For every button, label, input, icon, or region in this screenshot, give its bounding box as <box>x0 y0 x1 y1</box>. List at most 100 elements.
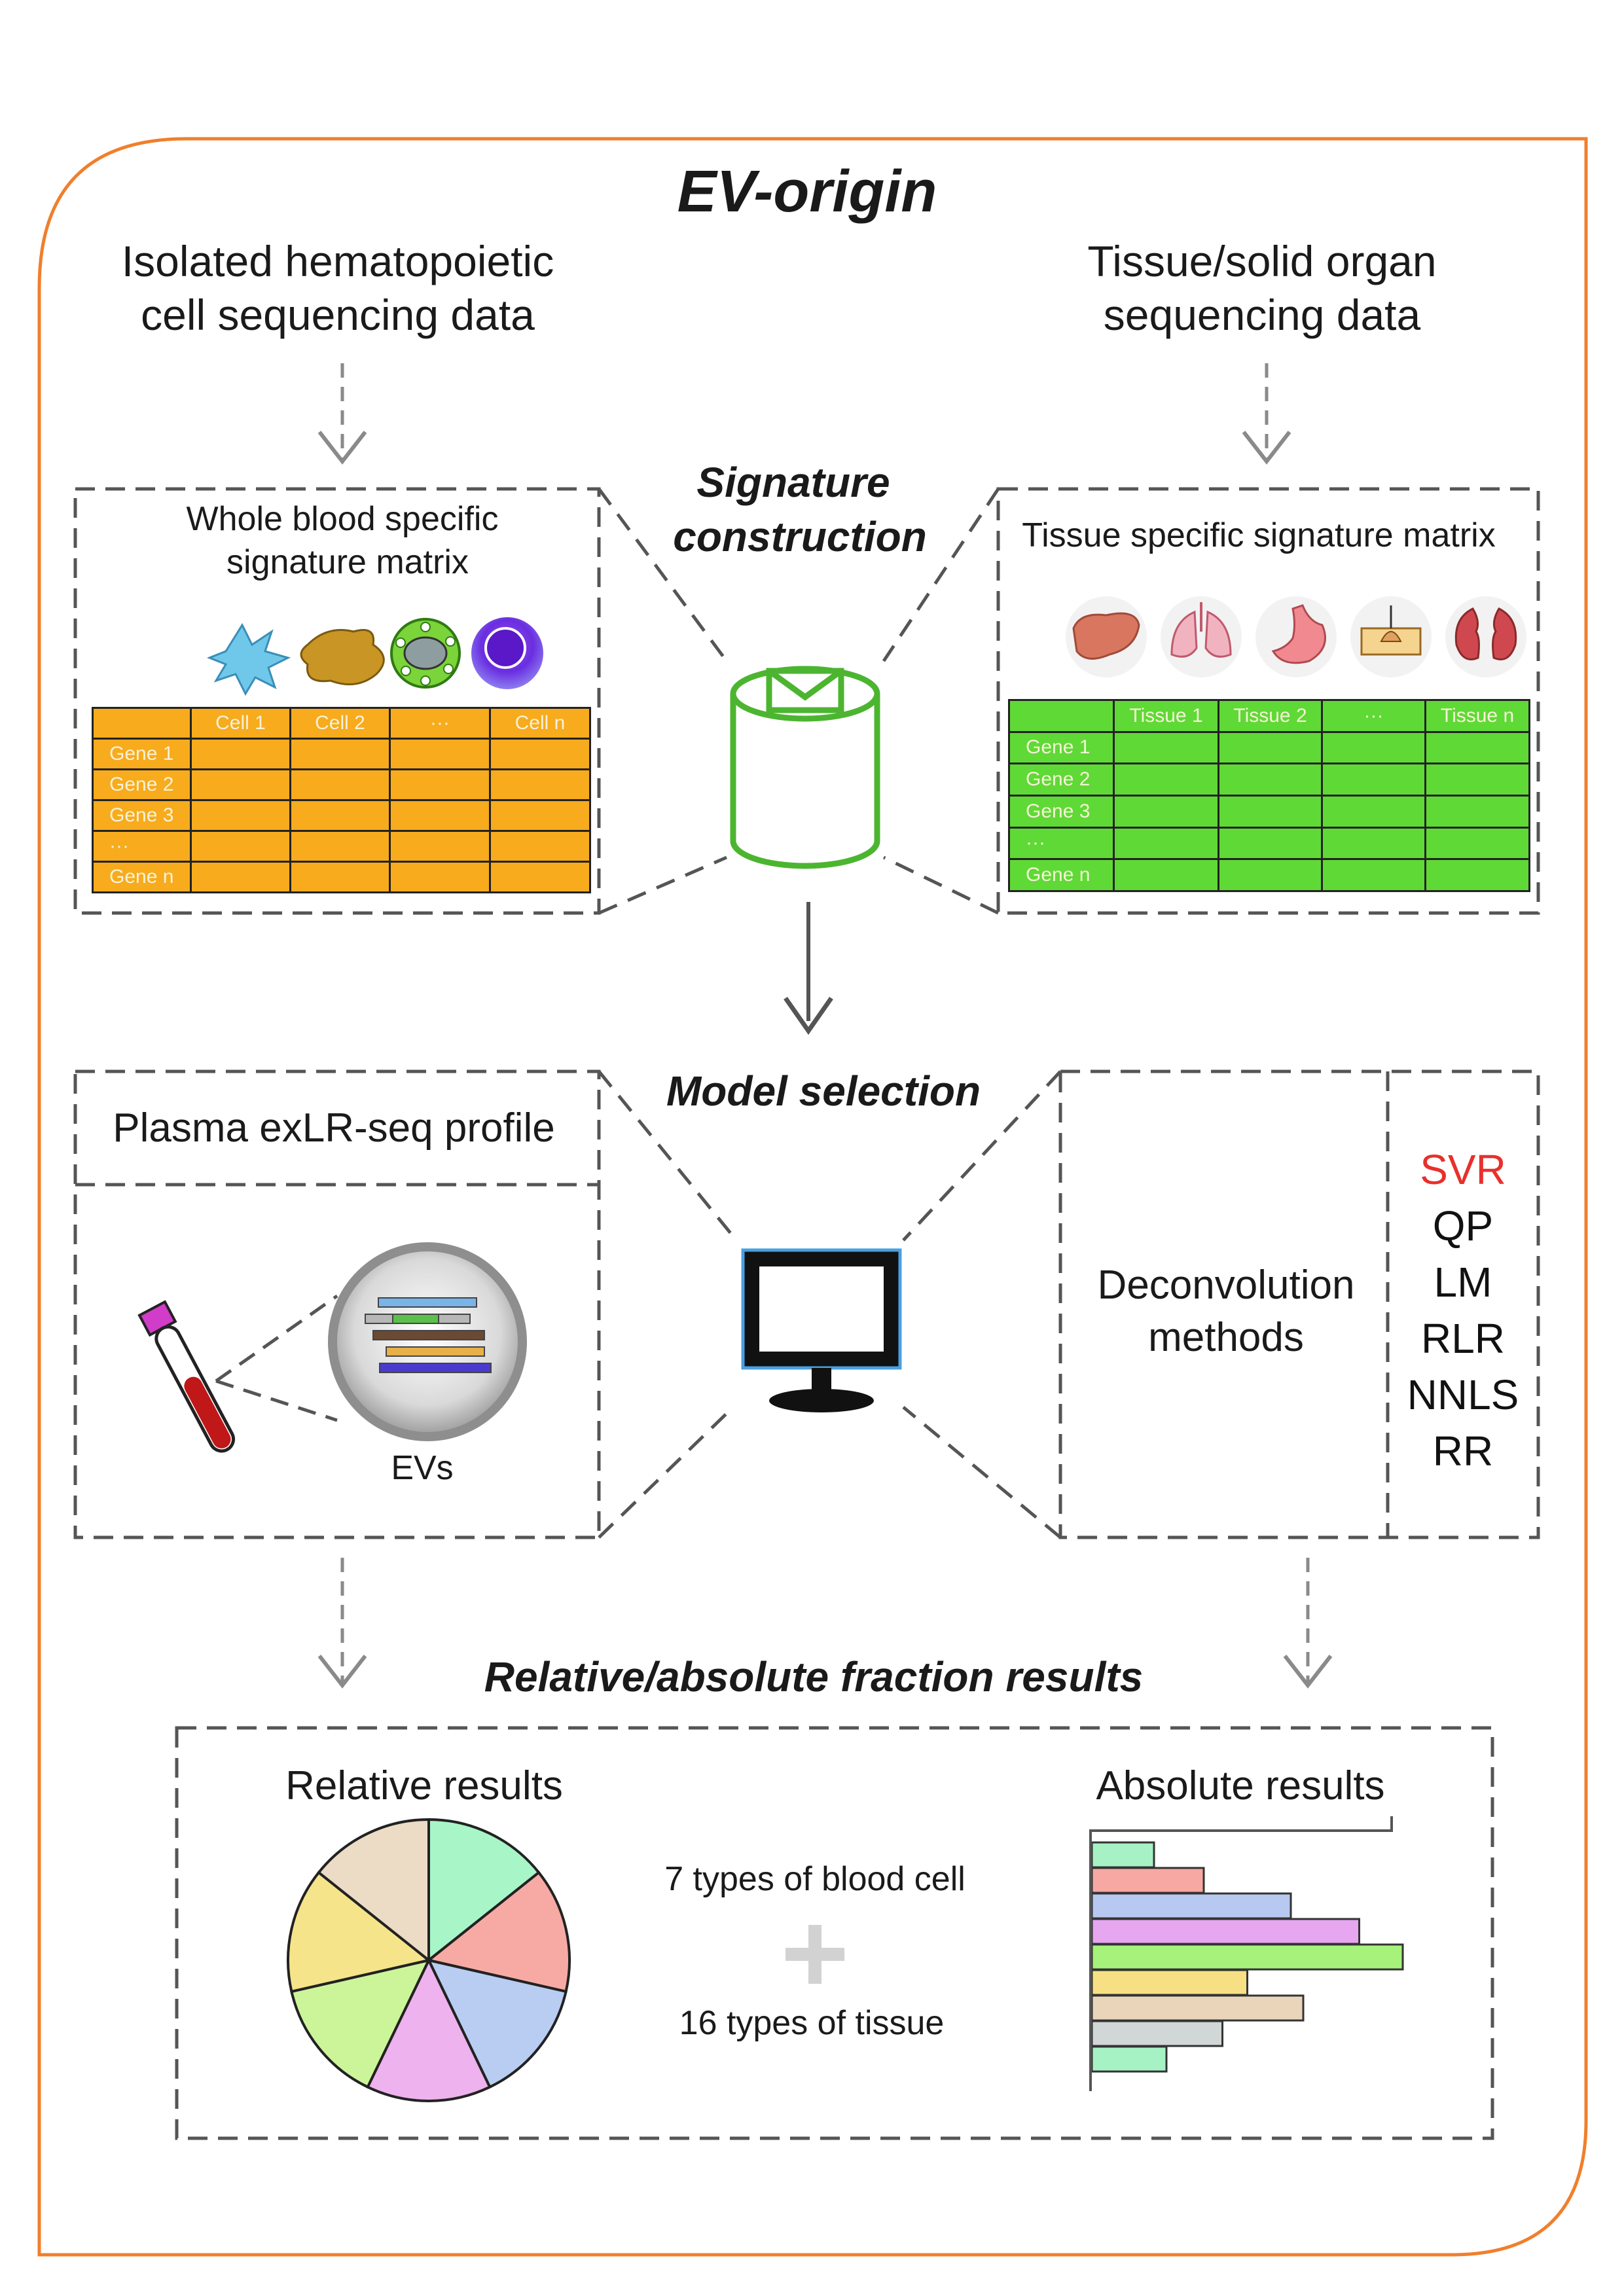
results-heading: Relative/absolute fraction results <box>484 1653 1144 1700</box>
table-header-row: Cell 1 Cell 2 ··· Cell n <box>92 707 591 740</box>
bar <box>1091 2045 1168 2073</box>
relative-results-pie <box>287 1818 571 2103</box>
pie-slice <box>289 1958 431 2089</box>
results-box <box>175 1726 1494 2140</box>
tissue-matrix-title: Tissue specific signature matrix <box>1022 516 1496 554</box>
tissue-types-label: 16 types of tissue <box>679 2004 945 2042</box>
signature-funnel-lines <box>597 488 1000 915</box>
plasma-box <box>73 1069 601 1539</box>
deconvolution-label-line2: methods <box>1148 1315 1304 1360</box>
signature-construction-line2: construction <box>673 513 927 560</box>
method-rr: RR <box>1432 1427 1494 1475</box>
hematopoietic-source-line2: cell sequencing data <box>141 291 535 339</box>
row-label: Gene n <box>92 861 192 893</box>
hematopoietic-source-line1: Isolated hematopoietic <box>121 237 554 285</box>
pie-slice <box>366 1957 492 2103</box>
table-row: Gene 1 <box>1008 730 1530 765</box>
blood-tube-icon <box>137 1300 236 1453</box>
table-header-cell: Cell 1 <box>190 707 291 740</box>
outer-frame <box>37 137 1588 2257</box>
bar-axis <box>1089 1816 1393 2091</box>
row-label: Gene 1 <box>1008 730 1115 765</box>
arrowhead-right-top <box>1242 431 1291 465</box>
kidney-icon <box>1445 596 1526 677</box>
blood-matrix-title-line2: signature matrix <box>226 543 469 581</box>
pie-slice <box>427 1818 541 1964</box>
plus-icon <box>785 1925 844 1984</box>
table-header-cell: Tissue n <box>1424 699 1530 733</box>
blood-cell-icons <box>206 617 543 696</box>
tissue-source-line2: sequencing data <box>1103 291 1421 339</box>
bar <box>1091 1867 1205 1894</box>
table-header-cell: Cell 2 <box>289 707 391 740</box>
model-selection-heading: Model selection <box>666 1067 981 1115</box>
methods-box <box>1058 1069 1540 1539</box>
table-header-cell: Tissue 2 <box>1218 699 1323 733</box>
pie-slice <box>317 1818 430 1964</box>
pie-slice <box>425 1871 571 1994</box>
table-row: ··· <box>92 830 591 863</box>
method-lm: LM <box>1434 1259 1492 1306</box>
stomach-icon <box>1255 596 1337 677</box>
table-row: Gene 2 <box>1008 762 1530 797</box>
tissue-matrix-box <box>996 487 1540 915</box>
bar <box>1091 1892 1292 1920</box>
arrowhead-to-model <box>784 996 833 1035</box>
table-row: Gene 1 <box>92 738 591 770</box>
table-header-cell: ··· <box>1321 699 1426 733</box>
absolute-results-label: Absolute results <box>1096 1763 1385 1808</box>
page-title: EV-origin <box>677 159 937 224</box>
signature-construction-line1: Signature <box>696 459 890 506</box>
deconvolution-methods-list: SVR QP LM RLR NNLS RR <box>1394 1141 1532 1479</box>
absolute-results-bars <box>1089 1816 1404 2091</box>
bar <box>1091 2020 1223 2047</box>
ev-sphere-icon <box>215 1242 527 1441</box>
pie-slice <box>426 1958 568 2089</box>
table-header-row: Tissue 1 Tissue 2 ··· Tissue n <box>1008 699 1530 733</box>
blood-matrix-title-line1: Whole blood specific <box>186 500 499 538</box>
table-row: Gene 3 <box>92 799 591 832</box>
plasma-profile-label: Plasma exLR-seq profile <box>113 1105 555 1151</box>
row-label: ··· <box>1008 826 1115 861</box>
row-label: Gene 1 <box>92 738 192 770</box>
deconvolution-label-line1: Deconvolution <box>1097 1263 1355 1308</box>
arrowhead-left-bottom <box>317 1655 367 1689</box>
method-qp: QP <box>1432 1202 1494 1249</box>
table-row: Gene 3 <box>1008 794 1530 829</box>
table-row: ··· <box>1008 826 1530 861</box>
table-header-cell <box>1008 699 1115 733</box>
row-label: Gene 3 <box>1008 794 1115 829</box>
table-row: Gene n <box>1008 858 1530 892</box>
method-rlr: RLR <box>1420 1315 1506 1362</box>
lungs-icon <box>1161 596 1242 677</box>
bar <box>1091 1841 1155 1869</box>
bar <box>1091 1969 1248 1996</box>
table-header-cell <box>92 707 192 740</box>
pie-slice <box>287 1871 432 1994</box>
arrowhead-right-bottom <box>1283 1655 1333 1689</box>
relative-results-label: Relative results <box>285 1763 563 1808</box>
row-label: ··· <box>92 830 192 863</box>
blood-cell-types-label: 7 types of blood cell <box>664 1860 965 1898</box>
arrowhead-left-top <box>317 431 367 465</box>
table-row: Gene n <box>92 861 591 893</box>
method-nnls: NNLS <box>1407 1371 1519 1418</box>
monitor-icon <box>741 1248 902 1412</box>
row-label: Gene 3 <box>92 799 192 832</box>
table-header-cell: ··· <box>389 707 491 740</box>
bar <box>1091 1943 1404 1971</box>
row-label: Gene 2 <box>92 768 192 801</box>
blood-signature-table: Cell 1 Cell 2 ··· Cell n Gene 1 Gene 2 G… <box>92 707 591 893</box>
evs-label: EVs <box>391 1449 454 1487</box>
table-row: Gene 2 <box>92 768 591 801</box>
macrophage-icon <box>300 629 385 686</box>
row-label: Gene n <box>1008 858 1115 892</box>
tissue-signature-table: Tissue 1 Tissue 2 ··· Tissue n Gene 1 Ge… <box>1008 699 1530 892</box>
skin-icon <box>1350 596 1432 677</box>
table-header-cell: Tissue 1 <box>1113 699 1219 733</box>
row-label: Gene 2 <box>1008 762 1115 797</box>
dendritic-cell-icon <box>206 622 291 696</box>
organ-icons <box>1066 596 1526 677</box>
tissue-source-line1: Tissue/solid organ <box>1087 237 1437 285</box>
